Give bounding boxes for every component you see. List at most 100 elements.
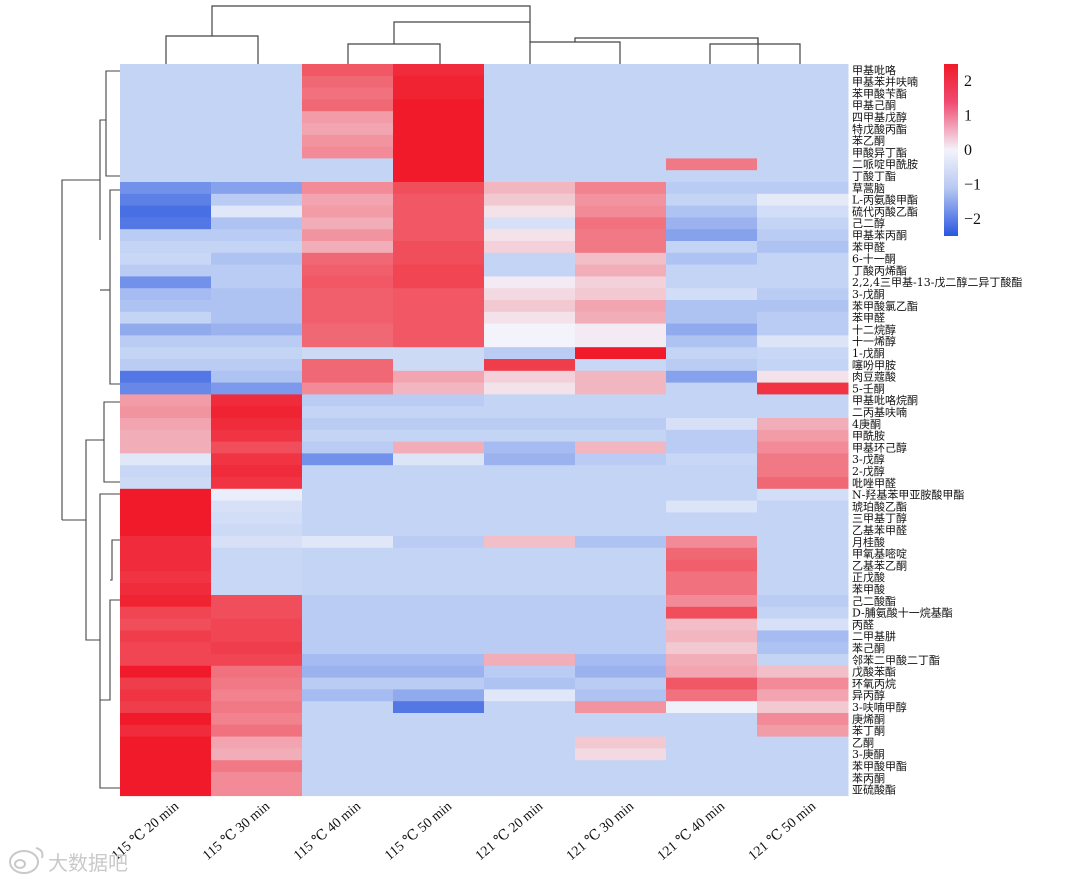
heatmap-cell: [666, 713, 758, 726]
heatmap-cell: [393, 87, 485, 100]
heatmap-cell: [666, 359, 758, 372]
colorbar-tick-label: 2: [964, 73, 972, 90]
heatmap-cell: [575, 642, 667, 655]
heatmap-cell: [757, 689, 849, 702]
heatmap-cell: [211, 123, 303, 136]
heatmap-cell: [575, 170, 667, 183]
heatmap-cell: [575, 406, 667, 419]
heatmap-cell: [666, 748, 758, 761]
heatmap-cell: [211, 146, 303, 159]
row-label: D-脯氨酸十一烷基酯: [852, 606, 953, 620]
heatmap-cell: [484, 429, 576, 443]
heatmap-cell: [757, 772, 849, 785]
heatmap-cell: [575, 453, 667, 466]
heatmap-cell: [120, 547, 212, 561]
heatmap-cell: [575, 311, 667, 325]
heatmap-cell: [575, 264, 667, 277]
colorbar-tick-label: −1: [964, 176, 981, 193]
heatmap-cell: [211, 618, 303, 631]
heatmap-cell: [666, 418, 758, 431]
heatmap-cell: [120, 713, 212, 726]
heatmap-cell: [120, 123, 212, 136]
column-label: 115 ℃ 50 min: [382, 799, 455, 863]
heatmap-cell: [302, 477, 394, 490]
colorbar-ticks: 2 1 0 −1 −2: [964, 73, 981, 228]
heatmap-cell: [666, 323, 758, 336]
heatmap-cell: [393, 772, 485, 785]
heatmap-cell: [211, 583, 303, 596]
heatmap-cell: [484, 477, 576, 490]
heatmap-cell: [120, 606, 212, 620]
heatmap-cell: [302, 488, 394, 502]
row-label: 琥珀酸乙酯: [852, 499, 907, 513]
heatmap-cell: [211, 701, 303, 714]
row-label: 硫代丙酸乙酯: [852, 204, 918, 218]
row-label: 正戊酸: [852, 570, 885, 584]
heatmap-cell: [393, 99, 485, 112]
heatmap-cell: [484, 146, 576, 159]
heatmap-cell: [393, 713, 485, 726]
heatmap-cell: [757, 429, 849, 443]
row-label: 二甲基肼: [852, 629, 896, 643]
heatmap-cell: [666, 123, 758, 136]
heatmap-cell: [666, 193, 758, 207]
heatmap-cell: [757, 276, 849, 289]
heatmap-cell: [393, 512, 485, 525]
heatmap-cell: [575, 229, 667, 242]
heatmap-cell: [211, 300, 303, 313]
heatmap-cell: [302, 111, 394, 124]
row-label: 2,2,4三甲基-13-戊二醇二异丁酸酯: [852, 275, 1022, 289]
heatmap-cell: [211, 559, 303, 572]
heatmap-cell: [120, 311, 212, 325]
watermark-text: 大数据吧: [48, 851, 128, 875]
heatmap-cell: [120, 99, 212, 112]
heatmap-cell: [211, 406, 303, 419]
heatmap-cell: [666, 182, 758, 195]
heatmap-cell: [120, 394, 212, 407]
heatmap-cell: [211, 87, 303, 100]
heatmap-cell: [484, 217, 576, 230]
row-label: 苯己酮: [852, 641, 885, 655]
heatmap-cell: [757, 300, 849, 313]
heatmap-cell: [757, 229, 849, 242]
heatmap-cell: [120, 512, 212, 525]
row-label: 戊酸苯酯: [852, 665, 896, 679]
heatmap-cell: [120, 429, 212, 443]
heatmap-cell: [575, 158, 667, 171]
heatmap-cell: [757, 606, 849, 620]
row-label: 苯甲酸甲酯: [852, 759, 907, 773]
heatmap-cell: [484, 382, 576, 395]
heatmap-cell: [575, 441, 667, 454]
heatmap-cell: [757, 87, 849, 100]
heatmap-cell: [757, 111, 849, 124]
heatmap-cell: [575, 713, 667, 726]
heatmap-cell: [302, 465, 394, 478]
heatmap-cell: [393, 441, 485, 454]
heatmap-cell: [302, 760, 394, 773]
row-label: 亚硫酸酯: [852, 783, 896, 797]
heatmap-cell: [302, 359, 394, 372]
heatmap-cell: [120, 689, 212, 702]
heatmap-cell: [666, 677, 758, 690]
row-label: 甲基己酮: [852, 99, 896, 112]
heatmap-cell: [757, 134, 849, 148]
heatmap-cell: [757, 760, 849, 773]
heatmap-cell: [484, 772, 576, 785]
heatmap-cell: [393, 323, 485, 336]
heatmap-cell: [666, 406, 758, 419]
heatmap-cell: [211, 134, 303, 148]
heatmap-cell: [757, 571, 849, 584]
heatmap-cell: [484, 87, 576, 100]
heatmap-cell: [484, 241, 576, 254]
column-dendrogram: [165, 5, 801, 64]
row-label: 丁酸丙烯酯: [852, 263, 907, 277]
heatmap-cell: [120, 618, 212, 631]
heatmap-cell: [484, 111, 576, 124]
heatmap-cell: [120, 359, 212, 372]
heatmap-cell: [666, 689, 758, 702]
heatmap-cell: [484, 182, 576, 195]
heatmap-cell: [393, 252, 485, 266]
heatmap-cell: [666, 170, 758, 183]
heatmap-cell: [211, 418, 303, 431]
